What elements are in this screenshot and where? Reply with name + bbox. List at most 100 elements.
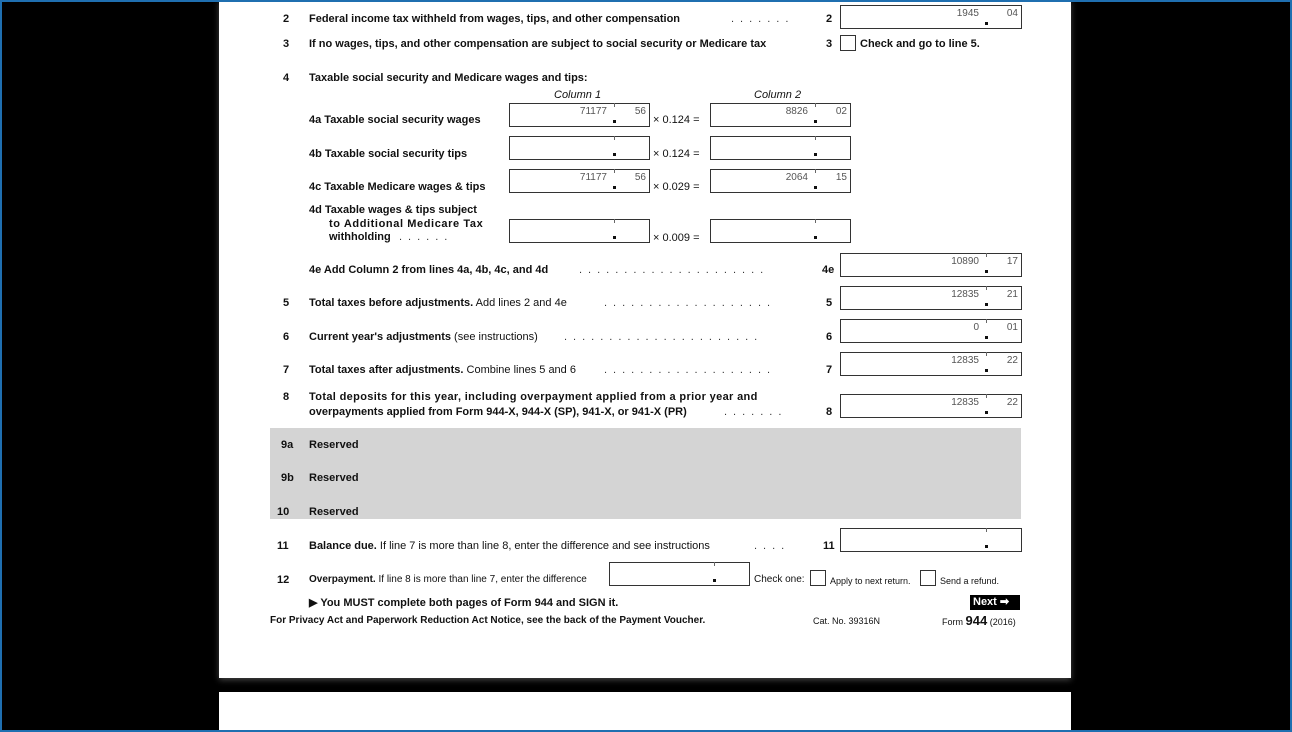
line11-label: Balance due. If line 7 is more than line… (309, 540, 710, 552)
column1-header: Column 1 (554, 89, 602, 101)
box-number: 11 (823, 540, 835, 552)
amount-cents: 02 (835, 106, 847, 117)
amount-cents: 04 (1006, 8, 1018, 19)
line9a-label: Reserved (309, 439, 359, 451)
arrow-right-icon: ➡ (999, 596, 1010, 608)
apply-next-return-label: Apply to next return. (830, 576, 911, 586)
line3-checkbox[interactable] (840, 35, 856, 51)
leader-dots: ................... (604, 297, 777, 309)
next-label: Next (973, 596, 997, 608)
leader-dots: ....... (724, 406, 788, 418)
line2-amount-field[interactable]: 1945 04 (840, 5, 1022, 29)
line6-label: Current year's adjustments (see instruct… (309, 331, 538, 343)
box-number: 6 (826, 331, 833, 343)
line4d-col2-field[interactable] (710, 219, 851, 243)
line-number: 12 (277, 574, 290, 586)
send-refund-checkbox[interactable] (920, 570, 936, 586)
line-number: 5 (283, 297, 290, 309)
line11-amount-field[interactable] (840, 528, 1022, 552)
line10-label: Reserved (309, 506, 359, 518)
rate-label: × 0.124 = (653, 148, 700, 160)
leader-dots: ....... (731, 13, 795, 25)
line4b-col2-field[interactable] (710, 136, 851, 160)
sign-notice: ▶ You MUST complete both pages of Form 9… (309, 597, 619, 609)
next-page (219, 692, 1071, 732)
line4a-col2-field[interactable]: 8826 02 (710, 103, 851, 127)
box-number: 7 (826, 364, 833, 376)
amount-whole: 0 (973, 322, 979, 333)
amount-cents: 15 (835, 172, 847, 183)
box-number: 8 (826, 406, 833, 418)
line-number: 7 (283, 364, 290, 376)
line3-check-label: Check and go to line 5. (860, 38, 980, 50)
line-number: 9b (281, 472, 294, 484)
next-button[interactable]: Next ➡ (970, 595, 1020, 610)
leader-dots: ...... (399, 231, 454, 243)
line-number: 8 (283, 391, 290, 403)
line4d-label: 4d Taxable wages & tips subject (309, 204, 477, 216)
line7-label: Total taxes after adjustments. Combine l… (309, 364, 576, 376)
line9b-label: Reserved (309, 472, 359, 484)
box-number: 3 (826, 38, 833, 50)
line2-label: Federal income tax withheld from wages, … (309, 13, 681, 25)
line-number: 6 (283, 331, 290, 343)
line-number: 9a (281, 439, 294, 451)
line4c-col2-field[interactable]: 2064 15 (710, 169, 851, 193)
line8-label: overpayments applied from Form 944-X, 94… (309, 406, 687, 418)
leader-dots: ..................... (579, 264, 770, 276)
amount-cents: 56 (634, 106, 646, 117)
amount-whole: 71177 (579, 106, 607, 117)
line4b-col1-field[interactable] (509, 136, 650, 160)
line6-amount-field[interactable]: 0 01 (840, 319, 1022, 343)
line5-label: Total taxes before adjustments. Add line… (309, 297, 567, 309)
amount-cents: 21 (1006, 289, 1018, 300)
line12-label: Overpayment. If line 8 is more than line… (309, 574, 587, 585)
form-id: Form 944 (2016) (942, 613, 1016, 628)
amount-whole: 8826 (785, 106, 808, 117)
amount-whole: 1945 (956, 8, 979, 19)
column2-header: Column 2 (754, 89, 802, 101)
line-number: 3 (283, 38, 290, 50)
line4d-label: to Additional Medicare Tax (329, 218, 484, 230)
line-number: 2 (283, 13, 290, 25)
box-number: 2 (826, 13, 833, 25)
apply-next-return-checkbox[interactable] (810, 570, 826, 586)
amount-whole: 12835 (951, 355, 979, 366)
form-page: 2 Federal income tax withheld from wages… (219, 0, 1071, 678)
amount-cents: 22 (1006, 397, 1018, 408)
line12-amount-field[interactable] (609, 562, 750, 586)
line4e-amount-field[interactable]: 10890 17 (840, 253, 1022, 277)
reserved-area (270, 428, 1021, 519)
line4e-label: 4e Add Column 2 from lines 4a, 4b, 4c, a… (309, 264, 549, 276)
line-number: 11 (277, 540, 289, 552)
rate-label: × 0.029 = (653, 181, 700, 193)
amount-whole: 71177 (579, 172, 607, 183)
line-number: 4 (283, 72, 290, 84)
leader-dots: .... (754, 540, 791, 552)
leader-dots: ................... (604, 364, 777, 376)
line4-label: Taxable social security and Medicare wag… (309, 72, 588, 84)
leader-dots: ...................... (564, 331, 764, 343)
amount-cents: 56 (634, 172, 646, 183)
box-number: 4e (822, 264, 835, 276)
line4a-col1-field[interactable]: 71177 56 (509, 103, 650, 127)
catalog-number: Cat. No. 39316N (813, 616, 881, 626)
line5-amount-field[interactable]: 12835 21 (840, 286, 1022, 310)
rate-label: × 0.124 = (653, 114, 700, 126)
check-one-label: Check one: (754, 574, 805, 585)
amount-whole: 10890 (951, 256, 979, 267)
amount-whole: 12835 (951, 397, 979, 408)
amount-whole: 2064 (785, 172, 808, 183)
privacy-notice: For Privacy Act and Paperwork Reduction … (270, 615, 706, 626)
line7-amount-field[interactable]: 12835 22 (840, 352, 1022, 376)
line4d-label: withholding (329, 231, 391, 243)
line4c-label: 4c Taxable Medicare wages & tips (309, 181, 486, 193)
line4b-label: 4b Taxable social security tips (309, 148, 468, 160)
line4d-col1-field[interactable] (509, 219, 650, 243)
line3-label: If no wages, tips, and other compensatio… (309, 38, 767, 50)
box-number: 5 (826, 297, 833, 309)
line4c-col1-field[interactable]: 71177 56 (509, 169, 650, 193)
line8-amount-field[interactable]: 12835 22 (840, 394, 1022, 418)
amount-cents: 22 (1006, 355, 1018, 366)
send-refund-label: Send a refund. (940, 576, 1000, 586)
